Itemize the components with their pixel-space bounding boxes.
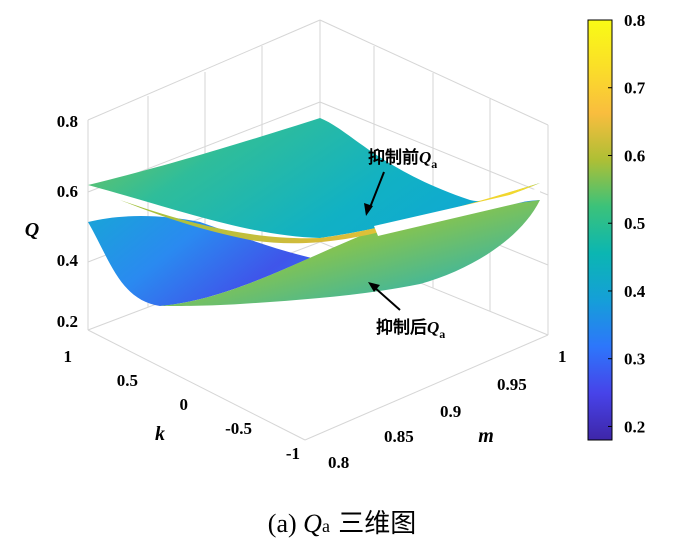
colorbar-ticks: 0.8 0.7 0.6 0.5 0.4 0.3 0.2	[608, 11, 646, 436]
svg-text:抑制前Qa: 抑制前Qa	[368, 147, 437, 171]
annotation-after-symbol: Q	[427, 318, 439, 337]
annotation-before-arrowhead	[364, 203, 373, 216]
m-axis-label: m	[478, 425, 494, 447]
z-axis-label: Q	[25, 219, 39, 241]
surface-before-gap	[374, 188, 540, 236]
k-tick-label: 1	[64, 347, 73, 366]
annotation-before-arrow	[368, 171, 385, 211]
annotation-before: 抑制前Qa	[364, 147, 437, 216]
colorbar-tick-label: 0.3	[624, 350, 645, 369]
m-tick-label: 0.9	[440, 402, 461, 421]
colorbar-tick-label: 0.2	[624, 417, 645, 436]
k-axis: 1 0.5 0 -0.5 -1 k	[64, 329, 306, 463]
m-tick-label: 1	[558, 347, 567, 366]
z-tick-label: 0.6	[57, 182, 78, 201]
annotation-after: 抑制后Qa	[368, 282, 445, 341]
k-tick-label: 0.5	[117, 371, 138, 390]
caption-subscript: a	[322, 516, 330, 536]
surface-before-top	[88, 118, 540, 238]
k-axis-label: k	[155, 423, 165, 445]
caption-suffix: 三维图	[330, 509, 416, 539]
annotation-after-arrow	[373, 286, 401, 311]
colorbar-tick-label: 0.8	[624, 11, 645, 30]
z-tick-label: 0.8	[57, 112, 78, 131]
m-tick-label: 0.95	[497, 375, 527, 394]
annotation-after-arrowhead	[368, 282, 380, 292]
caption-symbol: Q	[303, 509, 322, 538]
colorbar: 0.8 0.7 0.6 0.5 0.4 0.3 0.2	[587, 11, 646, 441]
z-axis: 0.8 0.6 0.4 0.2 Q	[25, 112, 79, 331]
annotation-before-subscript: a	[431, 157, 437, 171]
k-tick-label: -1	[286, 444, 300, 463]
colorbar-tick-label: 0.7	[624, 79, 646, 98]
z-tick-label: 0.4	[57, 251, 79, 270]
colorbar-tick-label: 0.4	[624, 282, 646, 301]
colorbar-tick-label: 0.5	[624, 214, 645, 233]
annotation-before-text: 抑制前	[368, 147, 419, 167]
colorbar-gradient	[587, 19, 613, 441]
svg-text:抑制后Qa: 抑制后Qa	[376, 317, 445, 341]
annotation-after-subscript: a	[439, 327, 445, 341]
m-tick-label: 0.85	[384, 427, 414, 446]
k-tick-label: 0	[180, 395, 189, 414]
colorbar-tick-label: 0.6	[624, 146, 645, 165]
z-tick-label: 0.2	[57, 312, 78, 331]
annotation-before-symbol: Q	[419, 148, 431, 167]
k-tick-label: -0.5	[225, 419, 252, 438]
m-axis: 0.8 0.85 0.9 0.95 1 m	[304, 334, 567, 472]
surface-before	[88, 118, 540, 244]
surface-after-front	[160, 200, 540, 306]
annotation-after-text: 抑制后	[376, 317, 427, 337]
m-tick-label: 0.8	[328, 453, 349, 472]
figure-caption: (a) Qa 三维图	[268, 509, 416, 539]
caption-prefix: (a)	[268, 509, 303, 538]
